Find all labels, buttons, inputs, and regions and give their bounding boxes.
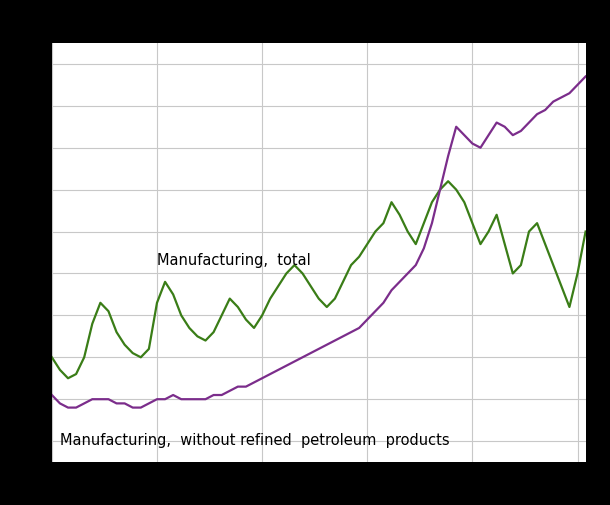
Text: Manufacturing,  without refined  petroleum  products: Manufacturing, without refined petroleum… xyxy=(60,433,450,448)
Text: Manufacturing,  total: Manufacturing, total xyxy=(157,253,310,268)
